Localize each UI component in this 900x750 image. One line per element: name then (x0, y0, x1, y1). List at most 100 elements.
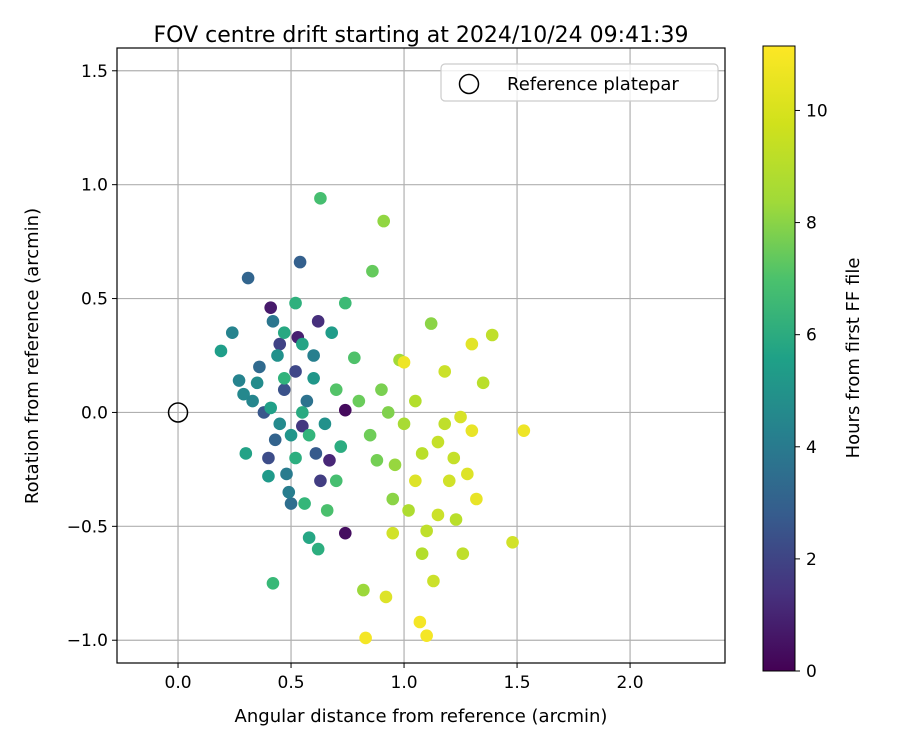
data-points (214, 192, 531, 645)
data-point (370, 453, 384, 467)
colorbar-tick-label: 4 (806, 438, 817, 458)
data-point (246, 394, 259, 408)
data-point (476, 376, 490, 390)
data-point (442, 474, 456, 488)
x-axis-ticks: 0.0 0.5 1.0 1.5 2.0 (165, 663, 644, 693)
data-point (296, 337, 309, 351)
data-point (427, 574, 440, 588)
data-point (296, 419, 309, 433)
data-point (357, 583, 370, 597)
colorbar-tick-label: 10 (806, 101, 828, 121)
data-point (250, 376, 264, 390)
data-point (253, 360, 266, 374)
colorbar: 0 2 4 6 8 10 Hours from first FF file (762, 45, 864, 682)
data-point (397, 356, 411, 369)
y-tick-label: −1.0 (67, 631, 108, 651)
data-point (517, 424, 531, 437)
data-point (363, 428, 377, 442)
grid-lines (117, 48, 725, 663)
data-point (348, 351, 361, 365)
data-point (352, 394, 366, 408)
data-point (456, 547, 470, 560)
data-point (311, 315, 325, 328)
data-point (454, 410, 467, 424)
legend: Reference platepar (440, 63, 719, 102)
data-point (289, 451, 302, 465)
data-point (409, 394, 422, 408)
data-point (277, 383, 291, 396)
data-point (338, 296, 352, 310)
y-tick-label: −0.5 (67, 517, 108, 537)
data-point (262, 469, 275, 483)
reference-platepar-marker (167, 402, 189, 423)
data-point (300, 394, 314, 408)
data-point (420, 629, 433, 642)
data-point (262, 451, 275, 465)
data-point (266, 315, 280, 328)
data-point (447, 451, 461, 465)
data-point (431, 435, 445, 449)
data-point (302, 428, 316, 442)
data-point (338, 403, 352, 417)
data-point (237, 387, 250, 401)
data-point (232, 374, 246, 387)
x-tick-label: 0.5 (278, 673, 305, 693)
data-point (314, 192, 327, 205)
data-point (470, 492, 483, 506)
colorbar-tick-label: 0 (806, 662, 817, 682)
data-point (415, 447, 429, 460)
y-tick-label: 0.5 (81, 290, 108, 310)
data-point (284, 428, 298, 442)
data-point (485, 328, 499, 342)
data-point (307, 371, 320, 385)
data-point (298, 497, 311, 510)
data-point (438, 365, 452, 378)
data-point (438, 417, 452, 431)
data-point (273, 337, 287, 351)
data-point (284, 497, 298, 510)
data-point (461, 467, 474, 481)
data-point (309, 447, 323, 460)
legend-box (440, 63, 719, 102)
data-point (381, 406, 395, 419)
y-tick-label: 1.5 (81, 62, 108, 82)
data-point (329, 474, 343, 488)
data-point (307, 349, 320, 362)
data-point (314, 474, 327, 488)
data-point (280, 467, 293, 481)
data-point (264, 401, 277, 415)
data-point (415, 547, 429, 560)
data-point (420, 524, 433, 538)
data-point (409, 474, 422, 488)
x-tick-label: 2.0 (617, 673, 644, 693)
data-point (271, 349, 284, 362)
data-point (239, 447, 253, 460)
data-point (359, 631, 372, 645)
data-point (225, 326, 239, 340)
data-point (424, 317, 438, 330)
data-point (325, 326, 339, 340)
colorbar-frame (762, 45, 796, 672)
y-tick-label: 1.0 (81, 176, 108, 196)
data-point (465, 337, 479, 351)
x-axis-label: Angular distance from reference (arcmin) (235, 706, 608, 727)
data-point (386, 492, 400, 506)
y-axis-label: Rotation from reference (arcmin) (22, 208, 43, 504)
data-point (320, 504, 334, 517)
data-point (289, 296, 302, 310)
colorbar-tick-label: 6 (806, 326, 817, 346)
plot-area-background (117, 48, 725, 663)
data-point (329, 383, 343, 396)
plot-frame (116, 47, 726, 664)
data-point (386, 526, 400, 540)
data-point (264, 301, 277, 314)
x-tick-label: 0.0 (165, 673, 192, 693)
data-point (296, 406, 309, 419)
data-point (379, 590, 393, 604)
data-point (282, 485, 296, 499)
colorbar-tick-label: 8 (806, 214, 817, 234)
data-point (375, 383, 388, 396)
data-point (268, 433, 282, 447)
data-point (413, 615, 427, 629)
